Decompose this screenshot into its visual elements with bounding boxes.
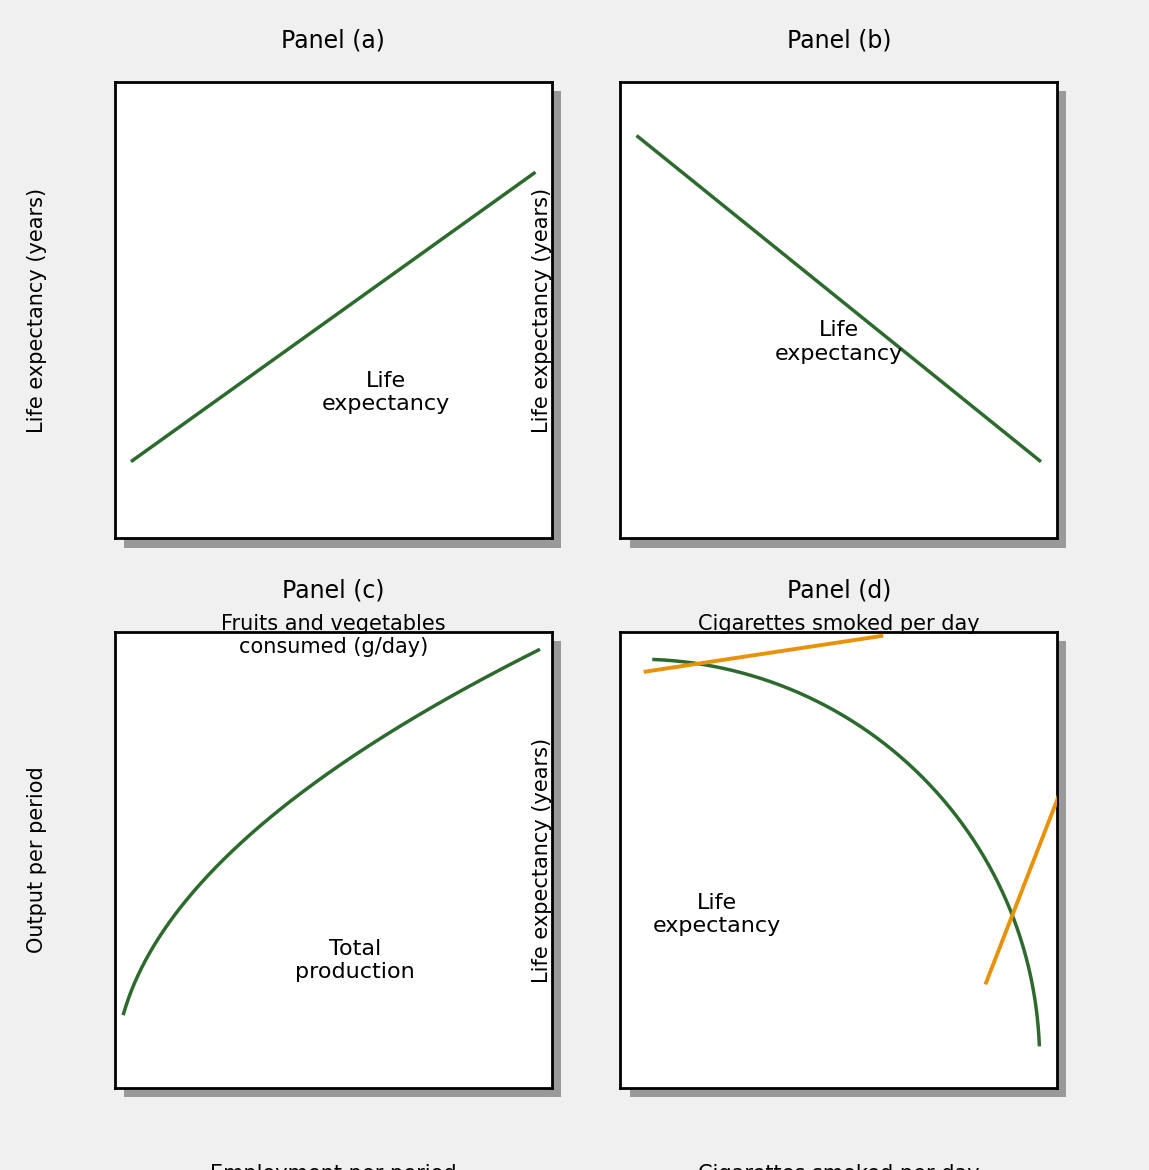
Text: Life expectancy (years): Life expectancy (years) bbox=[532, 737, 553, 983]
Text: Life
expectancy: Life expectancy bbox=[774, 321, 903, 364]
Text: Output per period: Output per period bbox=[26, 766, 47, 954]
Text: Total
production: Total production bbox=[295, 938, 415, 982]
Text: Panel (a): Panel (a) bbox=[282, 28, 385, 53]
Text: Life
expectancy: Life expectancy bbox=[653, 893, 780, 936]
Text: Cigarettes smoked per day: Cigarettes smoked per day bbox=[697, 614, 980, 634]
Text: Cigarettes smoked per day: Cigarettes smoked per day bbox=[697, 1164, 980, 1170]
Text: Life
expectancy: Life expectancy bbox=[322, 371, 449, 414]
Text: Life expectancy (years): Life expectancy (years) bbox=[26, 187, 47, 433]
Text: Fruits and vegetables
consumed (g/day): Fruits and vegetables consumed (g/day) bbox=[221, 614, 446, 658]
Text: Panel (b): Panel (b) bbox=[787, 28, 890, 53]
Text: Life expectancy (years): Life expectancy (years) bbox=[532, 187, 553, 433]
Text: Employment per period: Employment per period bbox=[210, 1164, 456, 1170]
Text: Panel (d): Panel (d) bbox=[787, 578, 890, 603]
Text: Panel (c): Panel (c) bbox=[282, 578, 385, 603]
